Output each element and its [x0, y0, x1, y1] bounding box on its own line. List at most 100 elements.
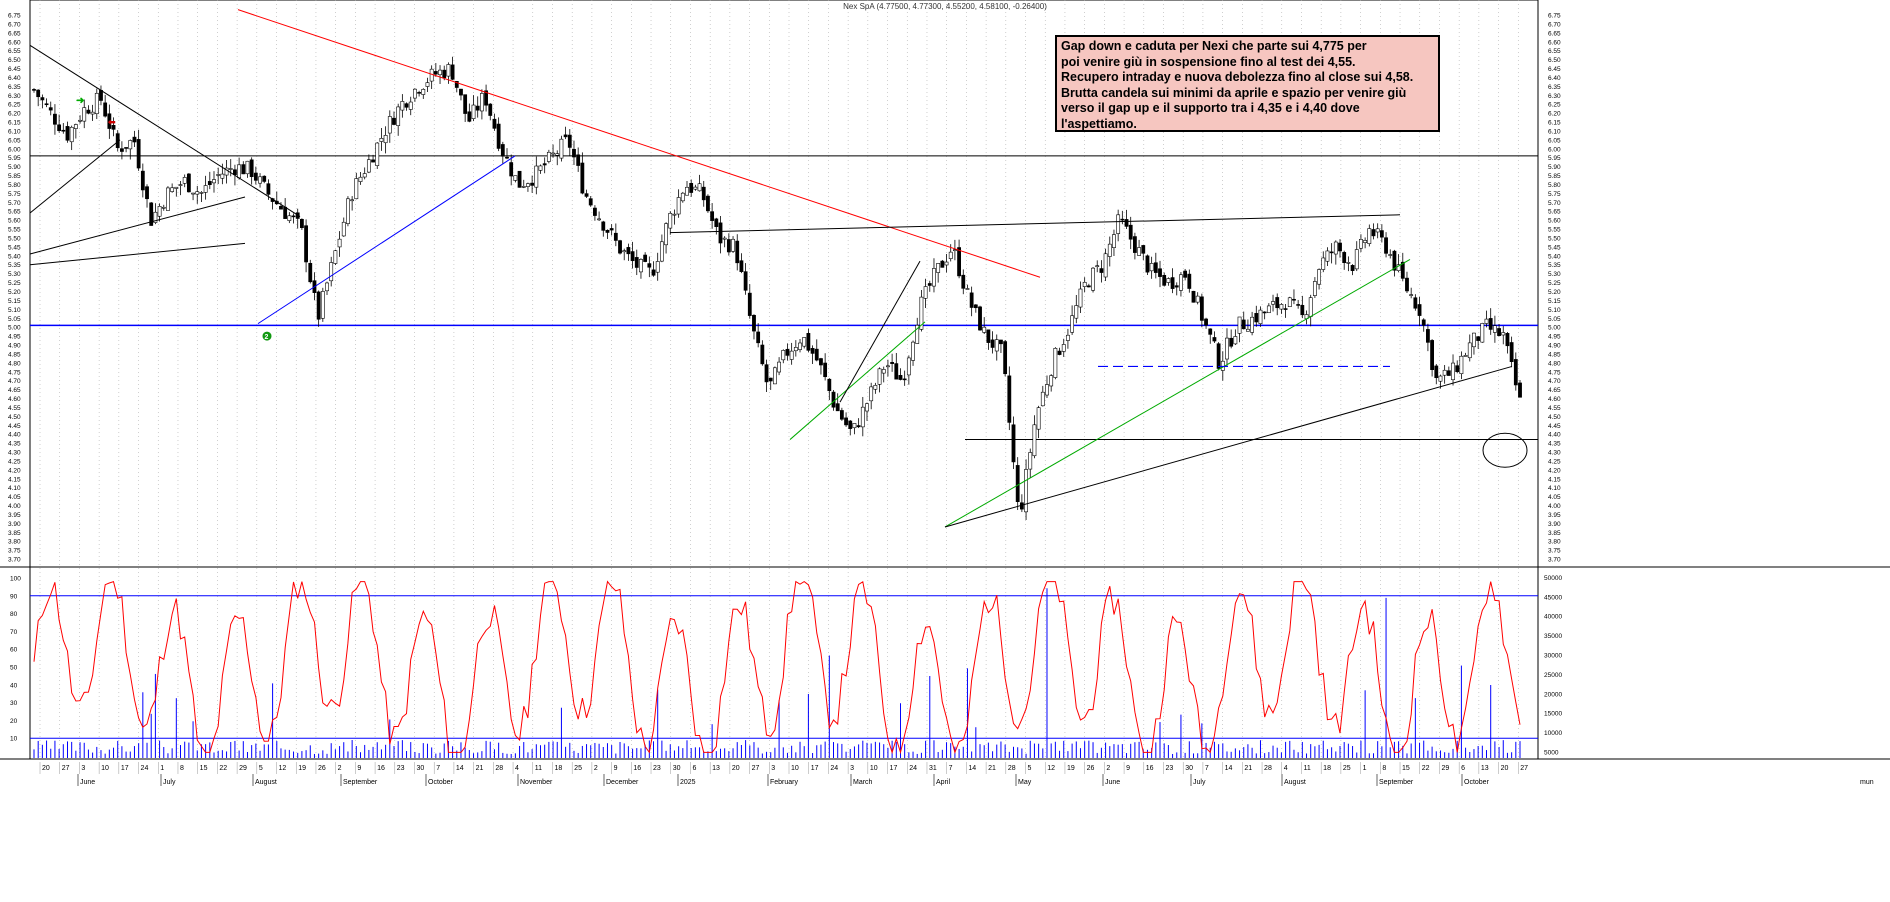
candle-body	[1237, 316, 1242, 334]
x-tick-label: 2	[338, 765, 342, 772]
y-tick-label-right: 5.95	[1548, 155, 1561, 162]
y-tick-label-right: 6.60	[1548, 39, 1561, 46]
candle-body	[350, 199, 355, 202]
candle-body	[1032, 424, 1037, 457]
candle-body	[856, 425, 861, 428]
candle-body	[1396, 264, 1401, 272]
y-tick-label-right: 6.40	[1548, 75, 1561, 82]
candle-body	[609, 228, 614, 231]
candle-body	[932, 268, 936, 287]
candle-body	[354, 178, 359, 200]
candle-body	[463, 94, 468, 114]
candle-body	[220, 173, 225, 179]
x-tick-label: 12	[1047, 765, 1055, 772]
y-tick-label-right: 4.65	[1548, 387, 1561, 394]
chart-title: Nex SpA (4.77500, 4.77300, 4.55200, 4.58…	[843, 2, 1047, 11]
candle-body	[542, 163, 547, 166]
x-tick-label: 3	[771, 765, 775, 772]
candle-body	[199, 192, 204, 194]
candle-body	[1451, 362, 1455, 381]
y-tick-label-left: 6.70	[8, 21, 21, 28]
candle-body	[911, 341, 915, 361]
candle-body	[1292, 298, 1296, 301]
candle-body	[1400, 261, 1405, 279]
x-tick-label: 14	[1225, 765, 1233, 772]
y-tick-label-left: 5.70	[8, 200, 21, 207]
candle-body	[404, 103, 409, 108]
candle-body	[249, 159, 254, 177]
y-tick-label-left: 6.50	[8, 57, 21, 64]
x-tick-label: 4	[515, 765, 519, 772]
y-tick-label-right: 5.35	[1548, 262, 1561, 269]
x-tick-label: 24	[141, 765, 149, 772]
candle-body	[1421, 319, 1426, 326]
candle-body	[898, 375, 903, 380]
candle-body	[731, 238, 735, 252]
candle-body	[1413, 297, 1418, 309]
x-tick-label: 17	[811, 765, 819, 772]
candle-body	[1007, 375, 1012, 423]
arrow-up-icon: ➜	[76, 96, 84, 107]
candle-body	[1120, 218, 1125, 221]
candle-body	[383, 135, 388, 144]
y-tick-label-right: 5.55	[1548, 227, 1561, 234]
candle-body	[1049, 375, 1054, 387]
candle-body	[1124, 219, 1129, 227]
x-tick-label: 7	[1205, 765, 1209, 772]
volume-tick-label: 35000	[1544, 633, 1562, 640]
candle-body	[1241, 319, 1246, 330]
y-tick-label-left: 6.65	[8, 30, 21, 37]
candle-body	[299, 218, 304, 228]
candle-body	[994, 339, 999, 352]
candle-body	[923, 286, 928, 299]
candle-body	[810, 348, 815, 354]
x-tick-label: 14	[968, 765, 976, 772]
y-tick-label-right: 4.25	[1548, 458, 1561, 465]
candle-body	[1078, 288, 1083, 308]
y-tick-label-left: 5.00	[8, 325, 21, 332]
candle-body	[1509, 342, 1514, 363]
trend-line	[669, 214, 1401, 234]
candle-body	[1015, 465, 1020, 503]
osc-tick-label: 20	[10, 718, 18, 725]
candle-body	[291, 215, 296, 218]
y-tick-label-left: 4.20	[8, 467, 21, 474]
candle-body	[722, 237, 727, 240]
candle-body	[1275, 297, 1280, 309]
candle-body	[1053, 347, 1058, 378]
volume-tick-label: 15000	[1544, 711, 1562, 718]
candle-body	[1107, 243, 1112, 257]
y-tick-label-left: 6.10	[8, 128, 21, 135]
signal-marker-icon	[262, 331, 272, 341]
candle-body	[521, 186, 526, 188]
y-tick-label-right: 5.80	[1548, 182, 1561, 189]
candle-body	[986, 329, 991, 343]
y-tick-label-right: 4.10	[1548, 485, 1561, 492]
y-tick-label-right: 6.45	[1548, 66, 1561, 73]
y-tick-label-left: 6.20	[8, 111, 21, 118]
y-tick-label-left: 6.55	[8, 48, 21, 55]
candle-body	[1484, 318, 1489, 324]
candle-body	[982, 326, 987, 333]
candle-body	[1199, 296, 1204, 321]
y-tick-label-right: 5.45	[1548, 244, 1561, 251]
candle-body	[844, 417, 848, 426]
candle-body	[111, 125, 116, 130]
candle-body	[902, 378, 907, 381]
volume-tick-label: 5000	[1544, 750, 1559, 757]
y-tick-label-left: 5.25	[8, 280, 21, 287]
x-tick-label: 19	[1067, 765, 1075, 772]
candle-body	[940, 260, 945, 268]
candle-body	[337, 238, 342, 248]
candle-body	[44, 103, 49, 106]
note-line: poi venire giù in sospensione fino al te…	[1061, 54, 1356, 69]
y-tick-label-right: 6.50	[1548, 57, 1561, 64]
candle-body	[1132, 236, 1137, 253]
candle-body	[182, 177, 187, 184]
volume-tick-label: 10000	[1544, 730, 1562, 737]
y-tick-label-left: 4.00	[8, 503, 21, 510]
y-tick-label-left: 5.90	[8, 164, 21, 171]
volume-tick-label: 50000	[1544, 575, 1562, 582]
y-tick-label-right: 5.15	[1548, 298, 1561, 305]
volume-tick-label: 40000	[1544, 614, 1562, 621]
